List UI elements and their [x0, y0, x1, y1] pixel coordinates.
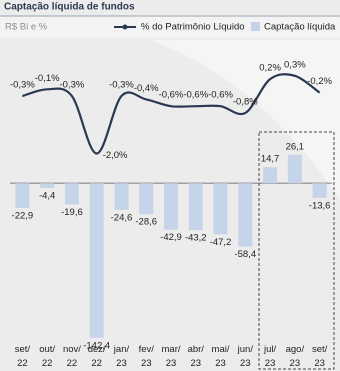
bar-value-label: -19,6 — [61, 207, 83, 218]
x-tick-label-part: jan/ — [113, 344, 130, 355]
x-tick-label: ago/23 — [286, 344, 305, 369]
x-tick-label-part: 22 — [42, 358, 53, 369]
bar-value-label: -4,4 — [39, 190, 55, 201]
line — [22, 73, 321, 155]
legend-marker — [122, 24, 128, 30]
line-value-label: -0,2% — [307, 76, 332, 87]
line-value-label: 0,3% — [284, 59, 306, 70]
x-tick-label-part: 22 — [17, 358, 28, 369]
x-tick-label: fev/23 — [139, 344, 155, 369]
x-tick-label-part: out/ — [39, 344, 55, 355]
x-tick-label-part: dez/ — [88, 344, 106, 355]
x-tick-label: abr/23 — [188, 344, 205, 369]
highlight-box — [258, 131, 335, 370]
chart-title: Captação líquida de fundos — [4, 2, 135, 13]
x-tick-label-part: jun/ — [237, 344, 254, 355]
bar-value-label: -142,4 — [83, 340, 110, 351]
legend-band — [0, 16, 340, 38]
bar — [312, 183, 327, 198]
x-tick-label-part: mai/ — [212, 344, 230, 355]
bar — [15, 183, 30, 209]
legend-swatch — [251, 22, 260, 31]
bar — [89, 183, 104, 338]
bar-value-label: -42,9 — [160, 232, 182, 243]
x-tick-label-part: 23 — [141, 358, 152, 369]
x-tick-label-part: mar/ — [162, 344, 181, 355]
x-tick-label-part: 23 — [116, 358, 127, 369]
line-value-label: -2,0% — [103, 150, 128, 161]
bar-value-label: -43,2 — [185, 233, 207, 244]
subtitle: R$ Bi e % — [5, 22, 48, 33]
bar — [213, 183, 228, 235]
x-tick-label: mar/23 — [162, 344, 181, 369]
bar-value-label: -24,6 — [111, 212, 133, 223]
bar — [188, 183, 203, 231]
bar — [164, 183, 178, 230]
x-tick-label-part: 23 — [290, 358, 301, 369]
bar — [287, 154, 302, 184]
x-tick-label: out/22 — [39, 344, 55, 369]
bar-value-label: 26,1 — [286, 141, 305, 152]
bar — [40, 183, 55, 188]
x-tick-label-part: fev/ — [139, 344, 155, 355]
x-tick-label-part: 22 — [91, 358, 102, 369]
line-value-label: -0,4% — [134, 83, 159, 94]
bar-value-label: -47,2 — [210, 237, 232, 248]
x-tick-label: mai/23 — [212, 344, 230, 369]
x-tick-label: nov/22 — [63, 344, 81, 369]
line-value-label: -0,6% — [159, 90, 184, 101]
x-tick-label: jul/23 — [263, 344, 277, 369]
legend-label: % do Patrimônio Líquido — [141, 22, 245, 33]
x-tick-label-part: 23 — [265, 358, 276, 369]
line-value-label: -0,3% — [60, 80, 85, 91]
bar-value-label: -22,9 — [12, 211, 34, 222]
background-shape — [150, 40, 340, 200]
x-tick-label-part: abr/ — [188, 344, 205, 355]
legend-label: Captação líquida — [264, 22, 336, 33]
x-tick-label-part: set/ — [312, 344, 328, 355]
line-value-label: -0,3% — [109, 80, 134, 91]
bar-value-label: -58,4 — [234, 249, 256, 260]
bar — [238, 183, 253, 247]
x-tick-label-part: 23 — [240, 358, 251, 369]
bar — [263, 167, 278, 184]
bar — [64, 183, 79, 205]
line-value-label: -0,8% — [233, 96, 258, 107]
bar-value-label: -28,6 — [135, 217, 157, 228]
x-tick-label-part: jul/ — [263, 344, 277, 355]
bar-value-label: 14,7 — [261, 154, 280, 165]
bar-value-label: -13,6 — [309, 200, 331, 211]
x-tick-label-part: 22 — [67, 358, 78, 369]
line-value-label: -0,1% — [35, 73, 60, 84]
x-tick-label: jan/23 — [113, 344, 130, 369]
x-tick-label-part: nov/ — [63, 344, 81, 355]
x-tick-label-part: set/ — [15, 344, 31, 355]
x-tick-label-part: 23 — [190, 358, 201, 369]
line-value-label: -0,6% — [208, 90, 233, 101]
x-tick-label-part: ago/ — [286, 344, 305, 355]
bar — [114, 183, 129, 210]
x-tick-label-part: 23 — [314, 358, 325, 369]
line-value-label: -0,3% — [10, 80, 35, 91]
x-tick-label-part: 23 — [166, 358, 177, 369]
x-tick-label: dez/22 — [88, 344, 106, 369]
line-value-label: -0,6% — [183, 90, 208, 101]
line-value-label: 0,2% — [259, 63, 281, 74]
x-tick-label-part: 23 — [215, 358, 226, 369]
x-tick-label: jun/23 — [237, 344, 254, 369]
x-tick-label: set/22 — [15, 344, 31, 369]
bar — [139, 183, 154, 215]
x-tick-label: set/23 — [312, 344, 328, 369]
